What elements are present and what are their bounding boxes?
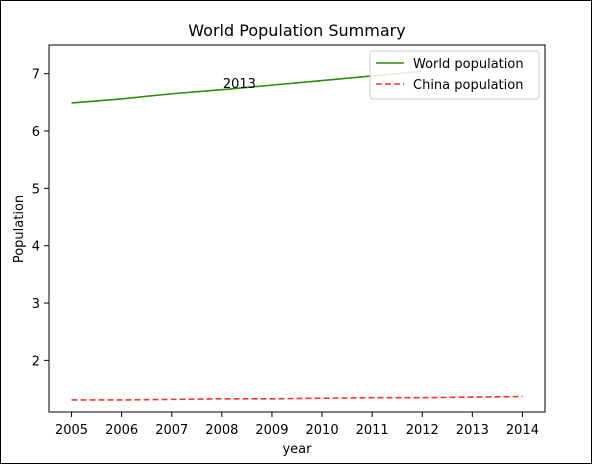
x-tick-label: 2007 xyxy=(155,423,188,438)
x-tick-label: 2005 xyxy=(55,423,88,438)
x-tick-label: 2006 xyxy=(105,423,138,438)
x-tick-label: 2008 xyxy=(205,423,238,438)
x-tick-label: 2014 xyxy=(506,423,539,438)
series-layer xyxy=(71,70,523,401)
chart-title: World Population Summary xyxy=(188,21,405,40)
y-tick-label: 4 xyxy=(32,240,40,255)
legend-box xyxy=(369,50,540,100)
annotation-label: 2013 xyxy=(223,77,256,92)
y-tick-label: 3 xyxy=(32,297,40,312)
y-axis-label: Population xyxy=(12,195,27,263)
y-tick-label: 5 xyxy=(32,182,40,197)
annotation-layer: 2013 xyxy=(223,77,256,92)
legend-label-world-population: World population xyxy=(413,57,524,72)
plot-area xyxy=(48,44,546,413)
series-line-china-population xyxy=(71,395,523,401)
legend-label-china-population: China population xyxy=(413,78,523,93)
series-line-world-population xyxy=(71,70,423,104)
legend: World population China population xyxy=(369,50,540,100)
y-axis: 2 3 4 5 6 7 xyxy=(32,68,49,369)
x-tick-label: 2013 xyxy=(456,423,489,438)
x-tick-label: 2012 xyxy=(406,423,439,438)
y-tick-label: 6 xyxy=(32,125,40,140)
y-tick-label: 7 xyxy=(32,68,40,83)
x-axis: 2005 2006 2007 2008 2009 2010 2011 2012 2013 2014 xyxy=(55,412,539,438)
x-axis-label: year xyxy=(282,442,312,457)
x-tick-label: 2010 xyxy=(306,423,339,438)
y-tick-label: 2 xyxy=(32,354,40,369)
x-tick-label: 2009 xyxy=(255,423,288,438)
x-tick-label: 2011 xyxy=(356,423,389,438)
